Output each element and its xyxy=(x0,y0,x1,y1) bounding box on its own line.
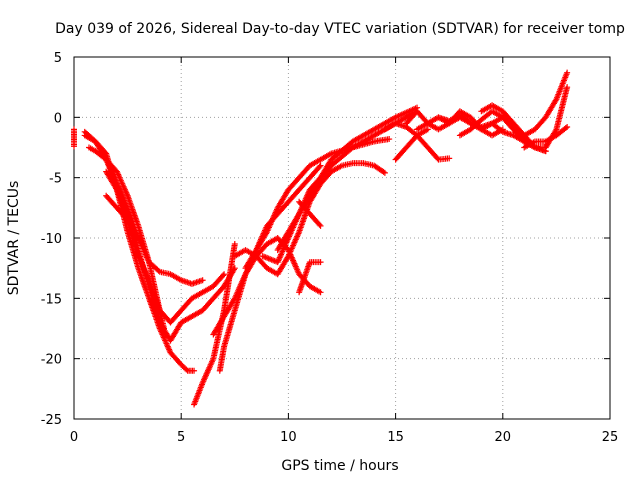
data-point xyxy=(231,241,238,248)
series-trail xyxy=(71,126,77,150)
series-trail xyxy=(242,136,393,272)
data-point xyxy=(191,367,198,374)
data-point xyxy=(131,228,138,235)
y-axis-label: SDTVAR / TECUs xyxy=(6,181,22,296)
y-tick-label: 5 xyxy=(54,51,62,66)
x-tick-label: 25 xyxy=(602,430,619,445)
y-tick-label: -5 xyxy=(49,172,62,187)
data-point xyxy=(71,143,77,150)
axis-ticks xyxy=(73,56,611,420)
series-trail xyxy=(296,198,324,229)
data-point xyxy=(317,162,324,169)
data-point-interp xyxy=(380,168,387,175)
grid-lines xyxy=(74,57,610,419)
data-point xyxy=(386,136,393,143)
series-trail xyxy=(274,104,421,254)
x-axis-label: GPS time / hours xyxy=(281,458,398,474)
y-tick-label: 0 xyxy=(54,111,62,126)
tick-labels: 0 5 10 15 20 25 -25 -20 -15 -10 -5 0 5 xyxy=(41,51,619,445)
data-point-interp xyxy=(316,221,323,228)
series-trail xyxy=(296,259,324,296)
data-point-interp xyxy=(183,366,190,373)
y-tick-label: -10 xyxy=(41,232,62,247)
series-trail xyxy=(521,123,571,151)
x-tick-label: 5 xyxy=(177,430,185,445)
data-point-interp xyxy=(562,125,569,132)
data-point xyxy=(564,123,571,130)
data-point-interp xyxy=(220,272,227,279)
data-point xyxy=(424,126,431,133)
chart-title: Day 039 of 2026, Sidereal Day-to-day VTE… xyxy=(55,21,625,37)
data-point xyxy=(199,277,206,284)
data-points xyxy=(71,69,571,408)
data-point xyxy=(446,155,453,162)
data-point xyxy=(317,222,324,229)
y-tick-label: -15 xyxy=(41,292,62,307)
x-tick-label: 10 xyxy=(280,430,297,445)
data-point xyxy=(564,69,571,76)
data-point-interp xyxy=(434,155,441,162)
x-tick-label: 20 xyxy=(495,430,512,445)
series-trail xyxy=(103,192,138,235)
series-trail xyxy=(231,160,388,278)
series-trail xyxy=(392,126,431,163)
data-point xyxy=(221,271,228,278)
y-tick-label: -25 xyxy=(41,413,62,428)
series-trail xyxy=(191,241,238,408)
y-tick-label: -20 xyxy=(41,353,62,368)
x-tick-label: 15 xyxy=(387,430,404,445)
data-point-interp xyxy=(552,127,559,134)
data-point xyxy=(317,259,324,266)
data-point-interp xyxy=(316,163,323,170)
data-point xyxy=(381,169,388,176)
x-tick-label: 0 xyxy=(70,430,78,445)
data-point xyxy=(317,289,324,296)
data-point xyxy=(564,84,571,91)
series-trail xyxy=(103,168,228,326)
data-point-interp xyxy=(113,185,120,192)
series-trail xyxy=(521,69,571,139)
